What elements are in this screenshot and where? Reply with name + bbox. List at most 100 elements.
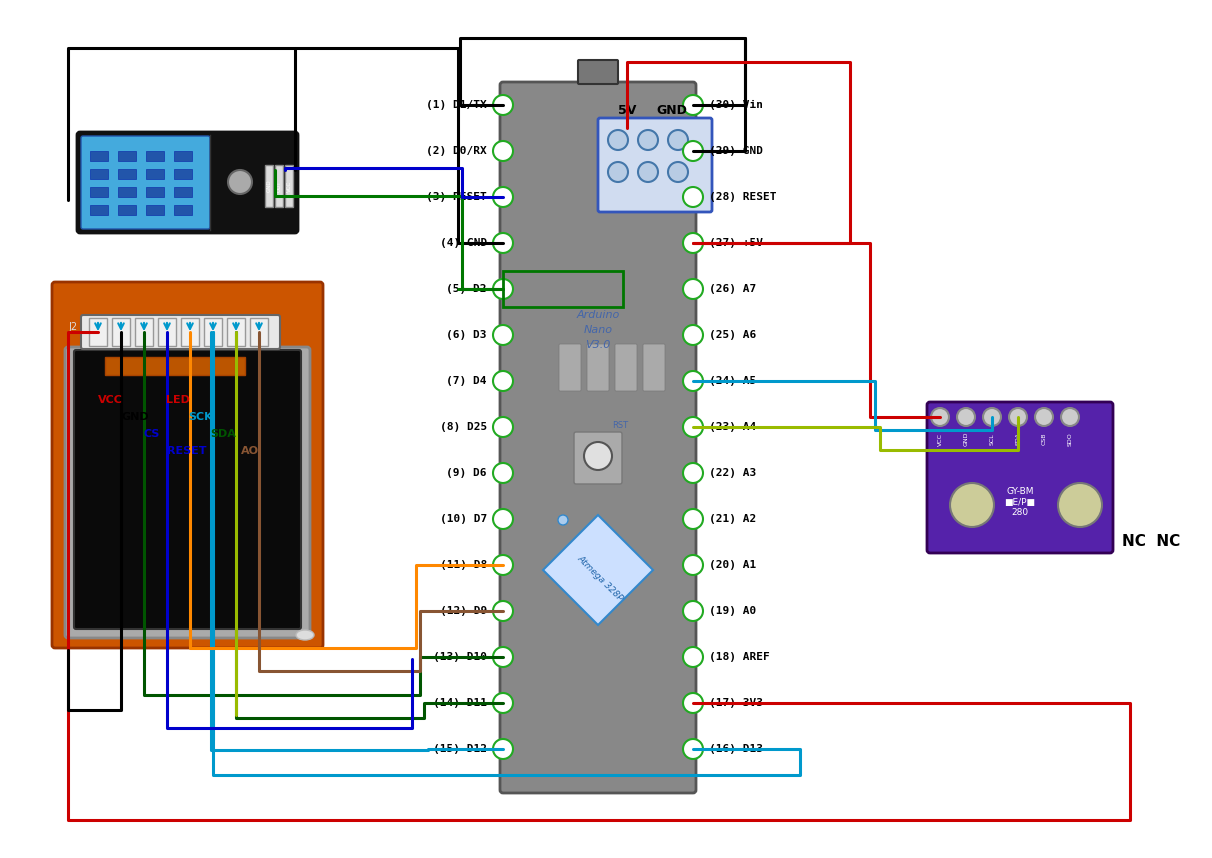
Text: (30) Vin: (30) Vin [709, 100, 764, 110]
Circle shape [684, 141, 703, 161]
Ellipse shape [296, 630, 314, 640]
Text: (27) +5V: (27) +5V [709, 238, 764, 248]
Circle shape [608, 162, 628, 182]
Circle shape [668, 162, 688, 182]
FancyBboxPatch shape [90, 187, 108, 197]
Text: (17) 3V3: (17) 3V3 [709, 698, 764, 708]
FancyBboxPatch shape [559, 344, 581, 391]
Text: Atmega 328P: Atmega 328P [576, 553, 624, 602]
Polygon shape [543, 515, 653, 625]
FancyBboxPatch shape [614, 344, 638, 391]
Circle shape [1010, 408, 1027, 426]
FancyBboxPatch shape [145, 169, 164, 179]
Text: GY-BM
■E/P■
280: GY-BM ■E/P■ 280 [1005, 487, 1035, 517]
Circle shape [558, 515, 568, 525]
Text: CS: CS [144, 429, 160, 439]
Circle shape [684, 95, 703, 115]
Text: Nano: Nano [583, 325, 612, 335]
Circle shape [950, 483, 994, 527]
FancyBboxPatch shape [158, 318, 176, 346]
Circle shape [493, 371, 513, 391]
Circle shape [584, 442, 612, 470]
FancyBboxPatch shape [578, 60, 618, 84]
Text: (4) GND: (4) GND [440, 238, 487, 248]
Text: SDO: SDO [1068, 432, 1073, 446]
Text: SDA: SDA [1016, 432, 1021, 445]
Text: VCC: VCC [938, 432, 943, 445]
Circle shape [493, 417, 513, 437]
Circle shape [684, 601, 703, 621]
Circle shape [638, 162, 658, 182]
Text: (24) A5: (24) A5 [709, 376, 756, 386]
Text: (10) D7: (10) D7 [440, 514, 487, 524]
Circle shape [957, 408, 974, 426]
FancyBboxPatch shape [181, 318, 199, 346]
FancyBboxPatch shape [598, 118, 711, 212]
FancyBboxPatch shape [118, 205, 136, 215]
Text: (16) D13: (16) D13 [709, 744, 764, 754]
FancyBboxPatch shape [145, 187, 164, 197]
Text: (2) D0/RX: (2) D0/RX [427, 146, 487, 156]
FancyBboxPatch shape [74, 350, 301, 629]
FancyBboxPatch shape [118, 169, 136, 179]
Text: AO: AO [241, 446, 259, 456]
Text: (19) A0: (19) A0 [709, 606, 756, 616]
FancyBboxPatch shape [644, 344, 665, 391]
Text: (20) A1: (20) A1 [709, 560, 756, 570]
FancyBboxPatch shape [501, 82, 696, 793]
Text: (8) D25: (8) D25 [440, 422, 487, 432]
Text: (18) AREF: (18) AREF [709, 652, 770, 662]
Circle shape [608, 130, 628, 150]
Circle shape [1058, 483, 1102, 527]
Circle shape [684, 325, 703, 345]
Circle shape [493, 647, 513, 667]
FancyBboxPatch shape [145, 205, 164, 215]
Text: (6) D3: (6) D3 [446, 330, 487, 340]
Circle shape [684, 647, 703, 667]
Text: (29) GND: (29) GND [709, 146, 764, 156]
Circle shape [684, 739, 703, 759]
Circle shape [931, 408, 949, 426]
Text: LED: LED [166, 395, 190, 405]
Text: GND: GND [964, 432, 968, 446]
Circle shape [668, 130, 688, 150]
Text: OUT: OUT [276, 180, 281, 191]
Circle shape [684, 371, 703, 391]
Text: Arduino: Arduino [577, 310, 619, 320]
FancyBboxPatch shape [112, 318, 130, 346]
Circle shape [684, 509, 703, 529]
Circle shape [684, 279, 703, 299]
Circle shape [638, 130, 658, 150]
FancyBboxPatch shape [90, 169, 108, 179]
FancyBboxPatch shape [118, 187, 136, 197]
Circle shape [684, 693, 703, 713]
FancyBboxPatch shape [175, 151, 191, 161]
Text: VCC: VCC [98, 395, 122, 405]
Text: V3.0: V3.0 [585, 340, 611, 350]
FancyBboxPatch shape [175, 187, 191, 197]
Text: (15) D12: (15) D12 [433, 744, 487, 754]
Circle shape [493, 693, 513, 713]
Text: GND: GND [657, 104, 687, 117]
FancyBboxPatch shape [275, 165, 282, 207]
Circle shape [1035, 408, 1053, 426]
FancyBboxPatch shape [265, 165, 273, 207]
FancyBboxPatch shape [145, 151, 164, 161]
Text: (23) A4: (23) A4 [709, 422, 756, 432]
Circle shape [684, 417, 703, 437]
Circle shape [493, 601, 513, 621]
Text: J2: J2 [68, 322, 78, 332]
Circle shape [493, 141, 513, 161]
Circle shape [493, 95, 513, 115]
Text: (11) D8: (11) D8 [440, 560, 487, 570]
FancyBboxPatch shape [118, 151, 136, 161]
Text: (3) RESET: (3) RESET [427, 192, 487, 202]
FancyBboxPatch shape [227, 318, 245, 346]
Circle shape [493, 463, 513, 483]
FancyBboxPatch shape [175, 205, 191, 215]
FancyBboxPatch shape [78, 132, 298, 233]
FancyBboxPatch shape [105, 357, 245, 375]
Text: (13) D10: (13) D10 [433, 652, 487, 662]
Circle shape [493, 279, 513, 299]
Text: (21) A2: (21) A2 [709, 514, 756, 524]
